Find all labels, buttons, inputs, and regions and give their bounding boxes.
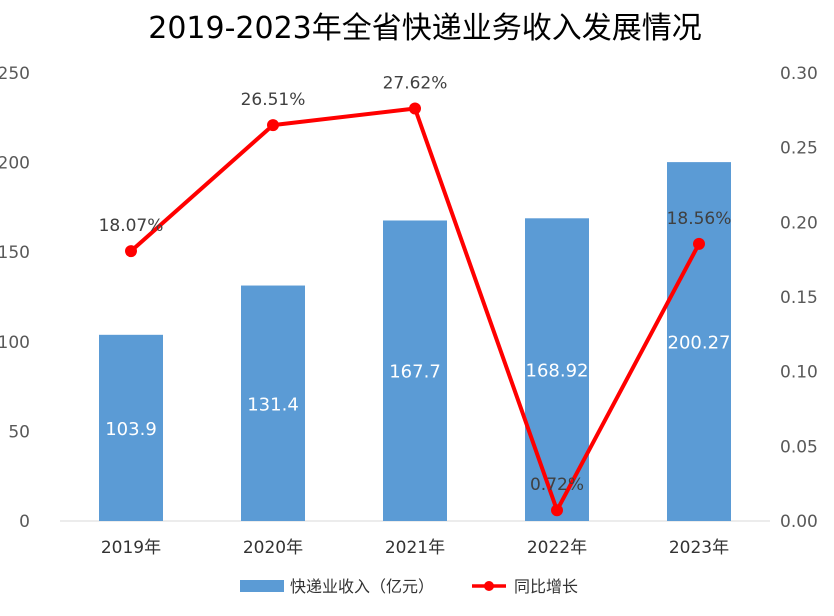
y-right-tick-label: 0.25 — [780, 139, 818, 159]
bar-value-label: 103.9 — [105, 419, 157, 440]
y-right-tick-label: 0.15 — [780, 288, 818, 308]
y-left-tick-label: 100 — [0, 333, 30, 353]
x-tick-label: 2022年 — [527, 538, 587, 558]
y-right-tick-label: 0.30 — [780, 64, 818, 84]
legend-label-bar: 快递业收入（亿元） — [290, 577, 434, 596]
chart-title: 2019-2023年全省快递业务收入发展情况 — [148, 11, 702, 46]
y-left-tick-label: 50 — [8, 422, 30, 442]
legend: 快递业收入（亿元） 同比增长 — [240, 577, 578, 596]
y-left-tick-label: 250 — [0, 64, 30, 84]
legend-swatch-marker — [484, 581, 494, 591]
bar — [99, 334, 163, 521]
line-point — [551, 504, 563, 517]
line-point — [693, 237, 705, 250]
x-tick-label: 2019年 — [101, 538, 161, 558]
line-value-label: 26.51% — [241, 90, 306, 110]
bar-value-label: 168.92 — [526, 361, 589, 382]
y-right-tick-label: 0.00 — [780, 512, 818, 532]
line-point — [125, 245, 137, 258]
line-point — [267, 119, 279, 132]
x-tick-label: 2023年 — [669, 538, 729, 558]
legend-swatch-bar — [240, 580, 284, 592]
y-right-tick-label: 0.10 — [780, 363, 818, 383]
x-tick-label: 2021年 — [385, 538, 445, 558]
y-left-tick-label: 200 — [0, 154, 30, 174]
line-point — [409, 102, 421, 115]
y-right-tick-label: 0.05 — [780, 437, 818, 457]
x-tick-label: 2020年 — [243, 538, 303, 558]
y-left-tick-label: 0 — [19, 512, 30, 532]
bar-value-label: 200.27 — [668, 333, 731, 354]
line-value-label: 27.62% — [383, 74, 448, 94]
bar-value-label: 167.7 — [389, 362, 441, 383]
line-value-label: 18.56% — [667, 209, 732, 229]
bar — [667, 162, 731, 522]
bar — [241, 285, 305, 521]
legend-label-line: 同比增长 — [514, 577, 578, 596]
line-value-label: 18.07% — [99, 216, 164, 236]
bar — [383, 220, 447, 521]
bar-value-label: 131.4 — [247, 394, 299, 415]
y-right-tick-label: 0.20 — [780, 213, 818, 233]
line-value-label: 0.72% — [530, 475, 584, 495]
y-left-tick-label: 150 — [0, 243, 30, 263]
